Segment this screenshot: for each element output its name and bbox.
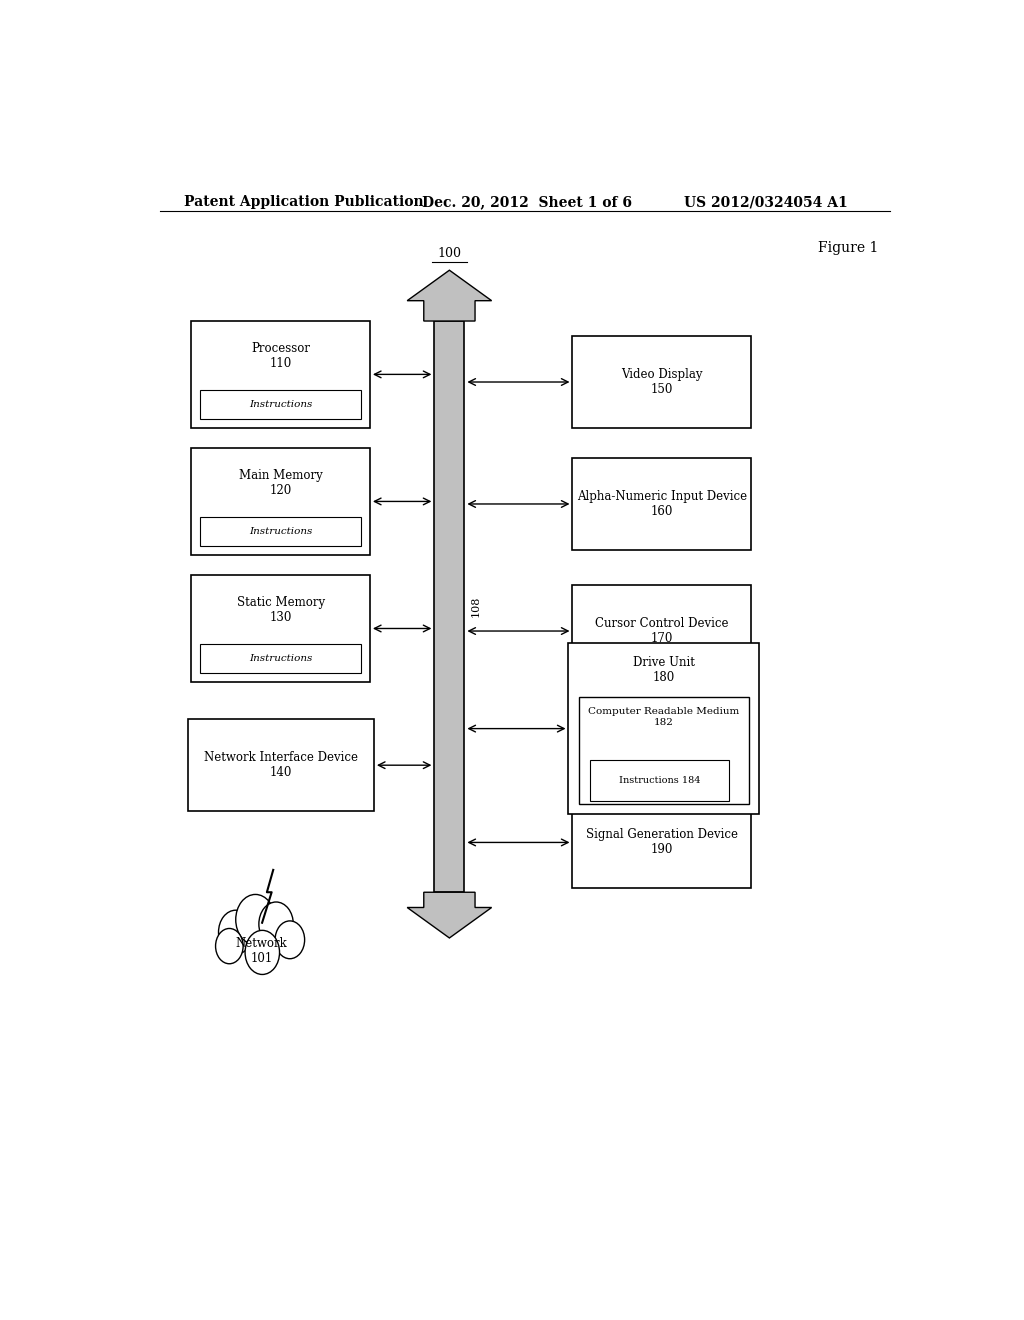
Text: Alpha-Numeric Input Device
160: Alpha-Numeric Input Device 160 <box>577 490 746 517</box>
Text: Figure 1: Figure 1 <box>818 240 879 255</box>
Text: US 2012/0324054 A1: US 2012/0324054 A1 <box>684 195 847 209</box>
FancyBboxPatch shape <box>572 458 751 549</box>
Text: Patent Application Publication: Patent Application Publication <box>183 195 423 209</box>
Text: 100: 100 <box>437 247 462 260</box>
Text: Instructions: Instructions <box>249 528 312 536</box>
Text: Instructions: Instructions <box>249 655 312 664</box>
FancyBboxPatch shape <box>568 643 759 814</box>
Text: Network Interface Device
140: Network Interface Device 140 <box>204 751 357 779</box>
Text: Processor
110: Processor 110 <box>251 342 310 370</box>
Text: Cursor Control Device
170: Cursor Control Device 170 <box>595 616 728 645</box>
Text: Computer Readable Medium
182: Computer Readable Medium 182 <box>589 708 739 726</box>
Text: Main Memory
120: Main Memory 120 <box>239 470 323 498</box>
Circle shape <box>259 902 293 946</box>
Text: Instructions 184: Instructions 184 <box>618 776 700 785</box>
FancyBboxPatch shape <box>201 644 361 673</box>
FancyArrow shape <box>408 892 492 939</box>
FancyBboxPatch shape <box>434 321 465 892</box>
Text: Static Memory
130: Static Memory 130 <box>237 597 325 624</box>
FancyBboxPatch shape <box>187 719 374 810</box>
FancyBboxPatch shape <box>572 797 751 888</box>
FancyBboxPatch shape <box>201 517 361 546</box>
Text: Network
101: Network 101 <box>236 937 287 965</box>
Circle shape <box>275 921 304 958</box>
Text: Instructions: Instructions <box>249 400 312 409</box>
Text: Drive Unit
180: Drive Unit 180 <box>633 656 694 685</box>
Circle shape <box>218 911 253 954</box>
FancyArrow shape <box>408 271 492 321</box>
Text: Video Display
150: Video Display 150 <box>621 368 702 396</box>
Text: Signal Generation Device
190: Signal Generation Device 190 <box>586 829 737 857</box>
Circle shape <box>236 895 275 945</box>
Text: 108: 108 <box>471 595 481 618</box>
Ellipse shape <box>223 919 299 968</box>
FancyBboxPatch shape <box>191 321 370 428</box>
FancyBboxPatch shape <box>590 760 729 801</box>
FancyBboxPatch shape <box>572 337 751 428</box>
FancyBboxPatch shape <box>201 391 361 420</box>
Circle shape <box>216 928 243 964</box>
Circle shape <box>245 931 280 974</box>
FancyBboxPatch shape <box>191 576 370 682</box>
FancyBboxPatch shape <box>191 447 370 554</box>
Text: Dec. 20, 2012  Sheet 1 of 6: Dec. 20, 2012 Sheet 1 of 6 <box>422 195 632 209</box>
FancyBboxPatch shape <box>579 697 750 804</box>
FancyBboxPatch shape <box>572 585 751 677</box>
